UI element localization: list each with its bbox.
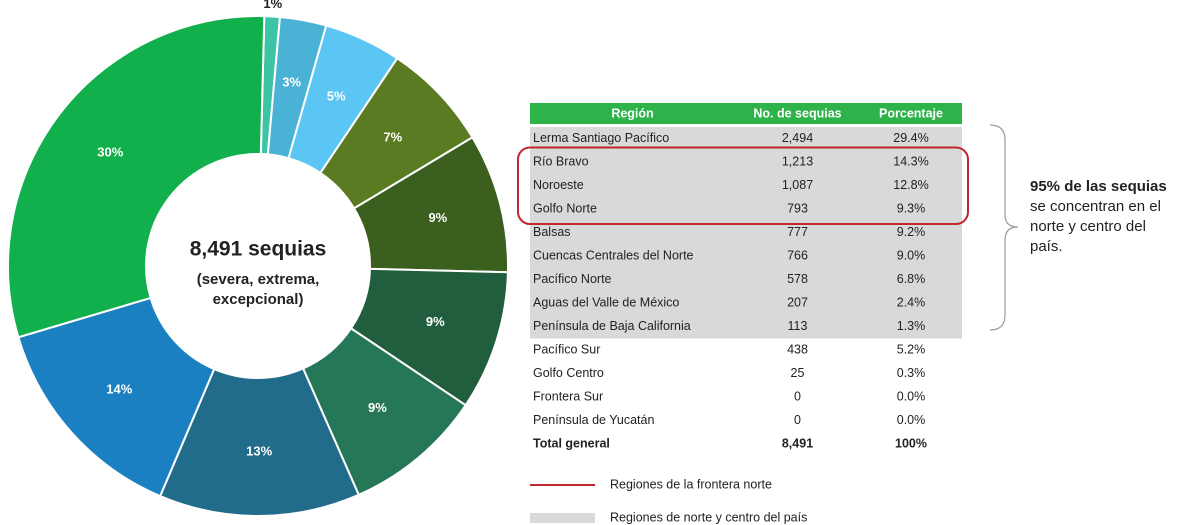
table-cell: Cuencas Centrales del Norte bbox=[533, 249, 694, 263]
slice-label: 7% bbox=[383, 129, 402, 144]
table-cell: 100% bbox=[895, 437, 927, 451]
table-cell: 12.8% bbox=[893, 178, 928, 192]
table-cell: 1,087 bbox=[782, 178, 813, 192]
table-cell: 1.3% bbox=[897, 319, 926, 333]
table-cell: 207 bbox=[787, 296, 808, 310]
table-cell: 0.0% bbox=[897, 390, 926, 404]
table-cell: 578 bbox=[787, 272, 808, 286]
table-cell: Lerma Santiago Pacífico bbox=[533, 131, 669, 145]
table-cell: 2,494 bbox=[782, 131, 813, 145]
note-bold: 95% de las sequias bbox=[1030, 178, 1167, 195]
slice-label: 13% bbox=[246, 443, 272, 458]
table-header: No. de sequias bbox=[753, 106, 841, 120]
slice bbox=[7, 15, 266, 339]
highlight-bg bbox=[530, 127, 962, 339]
slice-label: 9% bbox=[428, 210, 447, 225]
table-cell: 8,491 bbox=[782, 437, 813, 451]
table-cell: 9.2% bbox=[897, 225, 926, 239]
legend-label: Regiones de la frontera norte bbox=[610, 477, 772, 491]
table-cell: 0 bbox=[794, 390, 801, 404]
legend-label: Regiones de norte y centro del país bbox=[610, 510, 807, 524]
table-cell: Península de Baja California bbox=[533, 319, 691, 333]
table-cell: 14.3% bbox=[893, 155, 928, 169]
table-cell: Total general bbox=[533, 437, 610, 451]
table-cell: 9.0% bbox=[897, 249, 926, 263]
table-cell: 793 bbox=[787, 202, 808, 216]
table-cell: Golfo Centro bbox=[533, 366, 604, 380]
slice bbox=[17, 296, 216, 498]
table-cell: Aguas del Valle de México bbox=[533, 296, 679, 310]
table-cell: 2.4% bbox=[897, 296, 926, 310]
table-cell: Río Bravo bbox=[533, 155, 589, 169]
slice-label: 30% bbox=[97, 144, 123, 159]
table-header: Región bbox=[611, 106, 653, 120]
table-cell: Frontera Sur bbox=[533, 390, 603, 404]
table-cell: Pacífico Norte bbox=[533, 272, 612, 286]
table-header-bg bbox=[530, 103, 962, 124]
bracket bbox=[989, 124, 1019, 331]
slice-label: 14% bbox=[106, 381, 132, 396]
table-cell: Golfo Norte bbox=[533, 202, 597, 216]
table-cell: 25 bbox=[791, 366, 805, 380]
table-header: Porcentaje bbox=[879, 106, 943, 120]
table-cell: 29.4% bbox=[893, 131, 928, 145]
center-subtitle: excepcional) bbox=[213, 291, 304, 308]
table-cell: Noroeste bbox=[533, 178, 584, 192]
table-cell: 777 bbox=[787, 225, 808, 239]
table-cell: 0 bbox=[794, 413, 801, 427]
note-text: se concentran en el norte y centro del p… bbox=[1030, 198, 1161, 255]
table-cell: 0.0% bbox=[897, 413, 926, 427]
table-cell: 5.2% bbox=[897, 343, 926, 357]
slice-label: 1% bbox=[263, 0, 282, 11]
table-cell: Balsas bbox=[533, 225, 571, 239]
slice-label: 3% bbox=[282, 75, 301, 90]
table-cell: 0.3% bbox=[897, 366, 926, 380]
table-cell: Pacífico Sur bbox=[533, 343, 600, 357]
table-cell: 1,213 bbox=[782, 155, 813, 169]
frontier-box bbox=[517, 146, 969, 225]
slice bbox=[158, 367, 361, 517]
slice-label: 9% bbox=[368, 400, 387, 415]
table-cell: 438 bbox=[787, 343, 808, 357]
center-subtitle: (severa, extrema, bbox=[197, 271, 320, 288]
table-cell: 9.3% bbox=[897, 202, 926, 216]
slice-label: 9% bbox=[426, 314, 445, 329]
note: 95% de las sequias se concentran en el n… bbox=[1030, 177, 1180, 257]
table-cell: 766 bbox=[787, 249, 808, 263]
table-cell: Península de Yucatán bbox=[533, 413, 654, 427]
center-title: 8,491 sequias bbox=[190, 238, 327, 261]
legend-swatch bbox=[530, 513, 595, 523]
table-cell: 6.8% bbox=[897, 272, 926, 286]
table-cell: 113 bbox=[788, 319, 808, 333]
slice-label: 5% bbox=[327, 89, 346, 104]
